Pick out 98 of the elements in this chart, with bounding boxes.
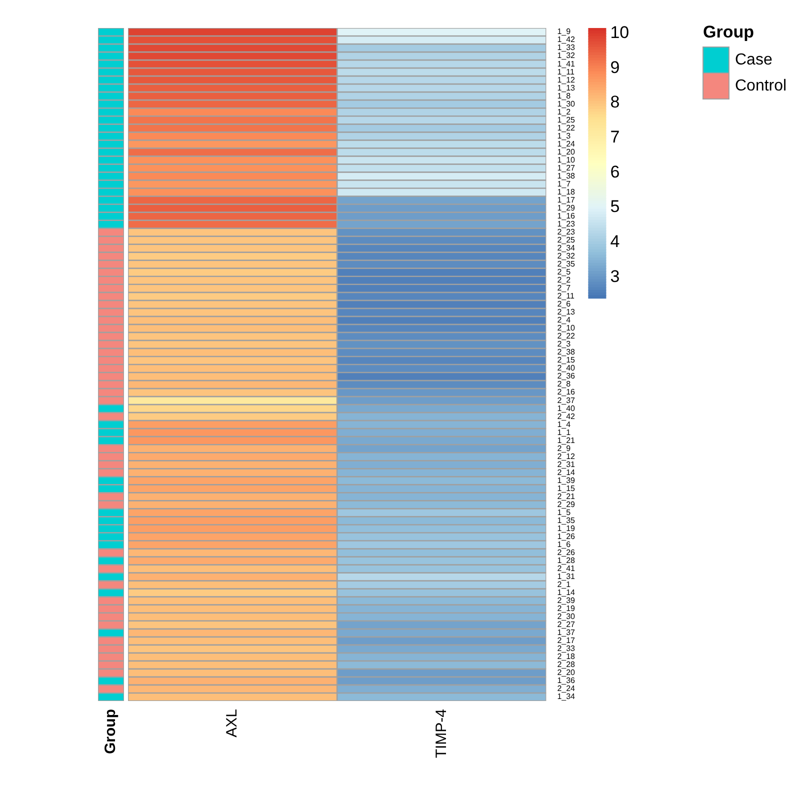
y-tick-label: 1_1 [557, 428, 572, 437]
y-tick-label: 1_19 [557, 524, 576, 533]
y-tick-label: 1_26 [557, 532, 576, 541]
y-tick-label: 2_5 [557, 268, 572, 277]
y-tick-label: 2_33 [557, 644, 576, 654]
y-tick-label: 1_11 [557, 67, 575, 76]
y-tick-label: 1_29 [557, 203, 576, 212]
color-bar-label: 10 [610, 22, 630, 42]
y-tick-label: 1_10 [557, 155, 576, 164]
y-tick-label: 1_22 [557, 123, 576, 132]
y-tick-label: 1_42 [557, 35, 576, 44]
y-tick-label: 2_27 [557, 620, 576, 630]
color-bar-label: 9 [610, 58, 620, 77]
y-tick-label: 2_22 [557, 332, 576, 341]
x-tick-label: AXL [224, 709, 241, 738]
y-tick-label: 1_16 [557, 211, 576, 220]
y-tick-label: 2_8 [557, 380, 572, 389]
y-tick-label: 2_34 [557, 244, 576, 253]
y-tick-label: 1_40 [557, 404, 576, 413]
y-tick-label: 2_32 [557, 252, 576, 261]
y-tick-label: 1_13 [557, 83, 576, 92]
legend-label: Control [735, 77, 787, 94]
y-tick-label: 1_27 [557, 163, 576, 172]
y-tick-label: 2_30 [557, 612, 576, 622]
y-tick-label: 2_25 [557, 236, 576, 245]
y-tick-label: 1_8 [557, 91, 572, 100]
y-tick-label: 1_3 [557, 131, 572, 140]
y-tick-label: 1_6 [557, 540, 572, 549]
y-tick-label: 1_14 [557, 588, 576, 598]
y-tick-label: 1_25 [557, 115, 576, 124]
y-tick-label: 2_7 [557, 284, 572, 293]
y-tick-label: 2_42 [557, 412, 576, 421]
y-tick-label: 2_41 [557, 564, 576, 574]
y-tick-label: 1_9 [557, 27, 572, 36]
y-tick-label: 1_5 [557, 508, 572, 517]
y-tick-label: 2_20 [557, 668, 576, 678]
y-tick-label: 1_41 [557, 59, 576, 68]
color-bar-label: 3 [610, 266, 620, 286]
y-tick-label: 1_4 [557, 420, 572, 429]
y-tick-label: 2_19 [557, 604, 576, 614]
color-bar-label: 8 [610, 92, 620, 112]
y-tick-label: 2_26 [557, 548, 576, 557]
y-tick-label: 2_23 [557, 228, 576, 237]
y-tick-label: 2_17 [557, 636, 576, 646]
y-tick-label: 2_11 [557, 292, 575, 301]
y-tick-label: 1_12 [557, 75, 576, 84]
y-tick-label: 2_12 [557, 452, 576, 461]
y-tick-label: 1_18 [557, 187, 576, 196]
legend-label: Case [735, 51, 772, 68]
y-tick-label: 2_36 [557, 372, 576, 381]
y-tick-label: 2_9 [557, 444, 572, 453]
y-tick-label: 1_32 [557, 51, 576, 60]
y-tick-label: 1_39 [557, 476, 576, 485]
y-tick-label: 2_37 [557, 396, 576, 405]
y-tick-label: 2_28 [557, 660, 576, 670]
y-tick-label: 2_38 [557, 348, 576, 357]
y-tick-label: 1_15 [557, 484, 576, 493]
y-tick-label: 2_3 [557, 340, 572, 349]
y-tick-label: 2_35 [557, 260, 576, 269]
y-tick-label: 1_7 [557, 179, 572, 188]
y-tick-label: 2_2 [557, 276, 572, 285]
y-tick-label: 2_14 [557, 468, 576, 477]
y-tick-label: 2_4 [557, 316, 572, 325]
y-tick-label: 2_29 [557, 500, 576, 509]
y-tick-label: 1_33 [557, 43, 576, 52]
y-tick-label: 1_31 [557, 572, 576, 582]
y-tick-label: 2_15 [557, 356, 576, 365]
y-tick-label: 1_37 [557, 628, 576, 638]
y-tick-label: 2_13 [557, 308, 576, 317]
y-tick-label: 2_39 [557, 596, 576, 606]
color-bar-label: 4 [610, 232, 620, 251]
color-bar-label: 5 [610, 197, 620, 216]
y-tick-label: 1_38 [557, 171, 576, 180]
y-tick-label: 1_2 [557, 107, 572, 116]
y-tick-label: 2_18 [557, 652, 576, 662]
color-bar-label: 7 [610, 127, 620, 146]
y-tick-label: 2_6 [557, 300, 572, 309]
y-tick-label: 1_20 [557, 147, 576, 156]
legend-title: Group [703, 22, 754, 42]
y-tick-label: 2_21 [557, 492, 576, 501]
y-tick-label: 1_30 [557, 99, 576, 108]
y-tick-label: 1_17 [557, 195, 576, 204]
text: Group [102, 709, 120, 754]
y-tick-label: 2_40 [557, 364, 576, 373]
y-tick-label: 1_34 [557, 692, 576, 702]
x-tick-label: TIMP-4 [432, 709, 450, 758]
y-tick-label: 1_36 [557, 676, 576, 686]
y-tick-label: 2_31 [557, 460, 576, 469]
color-bar-label: 6 [610, 162, 620, 182]
y-tick-label: 1_28 [557, 556, 576, 565]
y-tick-label: 1_35 [557, 516, 576, 525]
y-tick-label: 2_1 [557, 580, 572, 590]
y-tick-label: 1_24 [557, 139, 576, 148]
y-tick-label: 2_24 [557, 684, 576, 694]
y-tick-label: 1_23 [557, 219, 576, 228]
y-tick-label: 2_16 [557, 388, 576, 397]
y-tick-label: 1_21 [557, 436, 576, 445]
y-tick-label: 2_10 [557, 324, 576, 333]
